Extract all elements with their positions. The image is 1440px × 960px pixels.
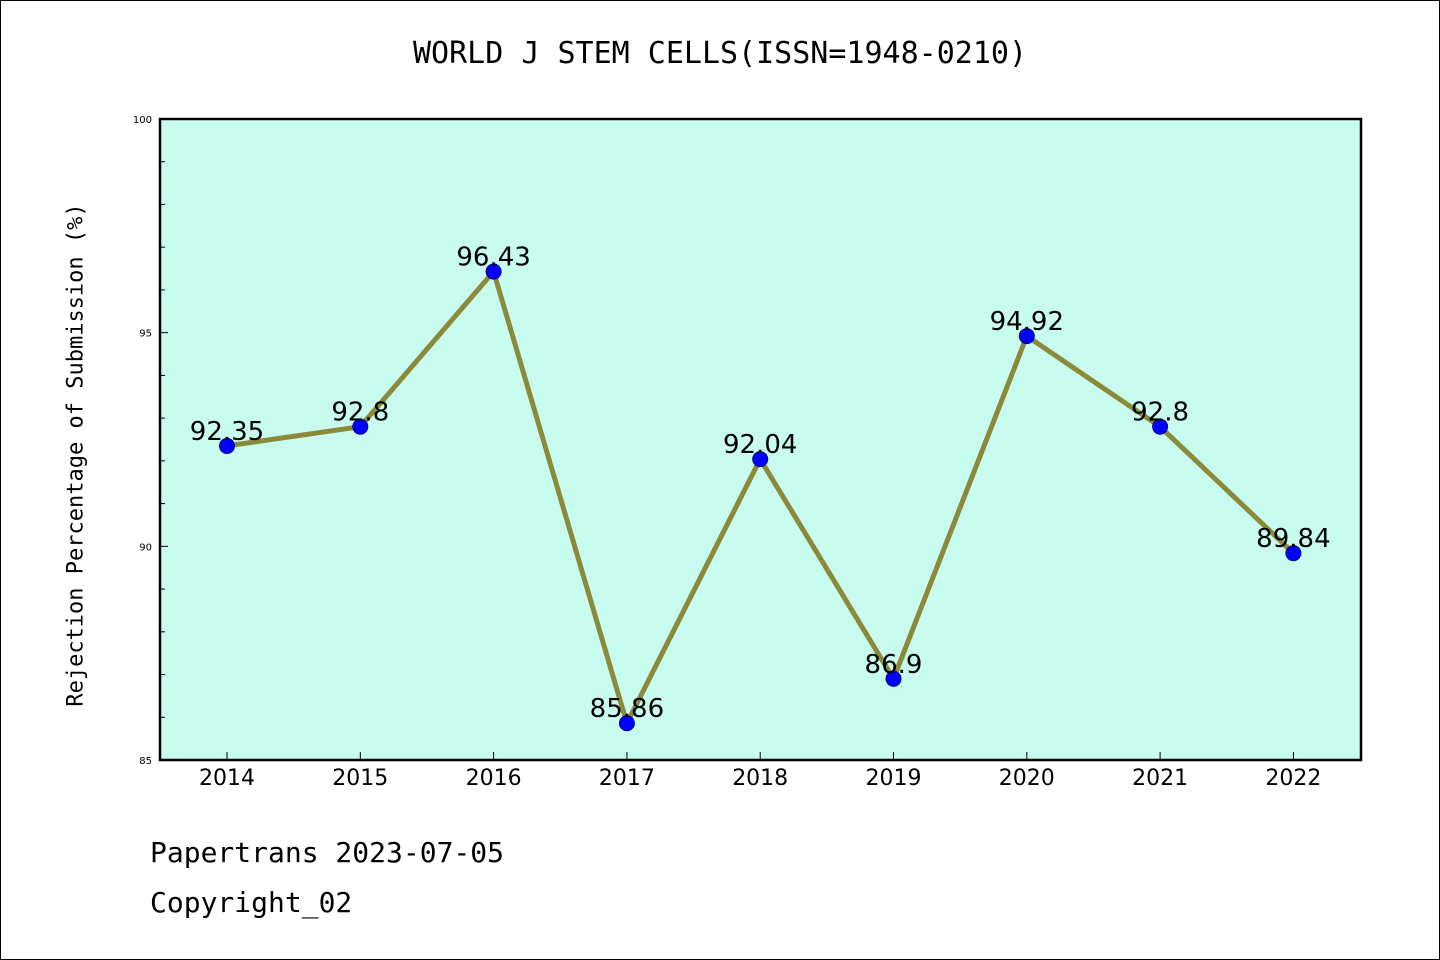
data-point (219, 437, 235, 454)
x-tick-label: 2017 (599, 766, 655, 791)
plot-border (158, 117, 1363, 762)
data-label: 92.8 (331, 398, 389, 428)
data-label: 96.43 (456, 243, 530, 273)
data-label: 85.86 (590, 694, 664, 724)
y-tick-label: 90 (139, 542, 152, 553)
data-label: 94.92 (990, 307, 1064, 337)
x-tick-label: 2020 (999, 766, 1055, 791)
data-markers (219, 263, 1302, 732)
x-tick-label: 2019 (866, 766, 922, 791)
x-tick-label: 2014 (199, 766, 255, 791)
data-point (618, 715, 635, 732)
footer-copyright: Copyright_02 (150, 886, 353, 919)
y-tick-label: 100 (133, 115, 152, 126)
x-tick-label: 2016 (466, 766, 522, 791)
x-tick-label: 2015 (332, 766, 388, 791)
x-axis-ticks: 2014 2015 2016 2017 2018 2019 2020 2021 2022 (199, 752, 1321, 791)
y-tick-label: 95 (139, 329, 152, 340)
plot-area (160, 119, 1361, 760)
data-label: 92.8 (1131, 398, 1189, 428)
data-point (1285, 545, 1302, 562)
data-labels: 92.35 92.8 96.43 85.86 92.04 86.9 94.92 92.8 89.… (190, 243, 1331, 725)
data-point (885, 670, 902, 687)
x-tick-label: 2018 (732, 766, 788, 791)
data-point (1152, 418, 1169, 435)
data-label: 92.04 (723, 430, 797, 460)
data-label: 89.84 (1256, 524, 1330, 554)
data-point (352, 418, 369, 435)
data-label: 92.35 (190, 417, 264, 447)
data-point (1018, 328, 1035, 345)
footer-date: Papertrans 2023-07-05 (150, 836, 505, 869)
data-point (485, 263, 502, 280)
chart-title: WORLD J STEM CELLS(ISSN=1948-0210) (412, 36, 1028, 71)
x-tick-label: 2021 (1132, 766, 1188, 791)
data-label: 86.9 (865, 650, 923, 680)
data-point (752, 451, 769, 468)
y-tick-label: 85 (139, 756, 152, 767)
x-tick-label: 2022 (1265, 766, 1321, 791)
